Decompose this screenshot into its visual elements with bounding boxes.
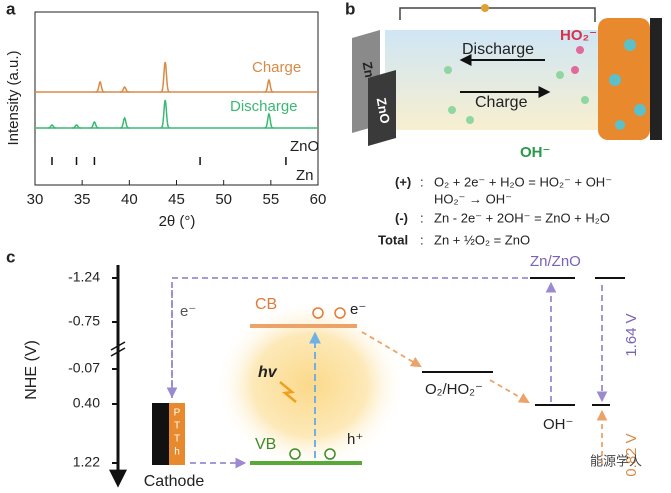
level-label: 0.40 <box>73 395 100 411</box>
cathode-label: Cathode <box>144 473 205 490</box>
diffraction-peak <box>89 121 99 129</box>
equation-sign: (+) <box>395 174 411 189</box>
diffraction-peak <box>120 86 130 93</box>
voltage-label: 1.64 V <box>623 313 640 356</box>
electrode-label: Zn <box>360 61 378 79</box>
equation: O₂ + 2e⁻ + H₂O = HO₂⁻ + OH⁻ <box>434 174 612 189</box>
oh-label: OH⁻ <box>543 416 573 433</box>
cathode-fibres <box>598 18 650 140</box>
diffraction-peak <box>160 99 170 129</box>
x-tick-label: 45 <box>168 191 185 208</box>
x-tick-label: 40 <box>121 191 138 208</box>
diffraction-peak <box>120 116 130 129</box>
battery-diagram: Zn ZnO Discharge Charge HO₂⁻ OH⁻ (+) : O… <box>352 4 662 247</box>
ptth-letter: T <box>174 421 180 432</box>
species-label: HO₂⁻ <box>560 27 597 44</box>
panel-label: c <box>6 247 15 266</box>
x-tick-label: 60 <box>310 191 327 208</box>
ptth-letter: T <box>174 434 180 445</box>
lightning <box>279 381 297 403</box>
zno-plate <box>368 70 396 146</box>
separator: : <box>420 210 424 225</box>
photon-label: hv <box>258 364 278 381</box>
hole-label: h⁺ <box>347 431 363 448</box>
cathode-substrate <box>152 403 169 465</box>
reference-label: ZnO <box>290 138 319 155</box>
o2-label: O₂/HO₂⁻ <box>425 381 483 398</box>
x-axis-label: 2θ (°) <box>159 213 196 230</box>
arrow-label: Charge <box>475 94 528 111</box>
current-collector <box>650 18 662 140</box>
x-tick-label: 35 <box>74 191 91 208</box>
bulb <box>481 4 489 12</box>
y-axis-label: Intensity (a.u.) <box>5 50 22 145</box>
level-label: -0.07 <box>68 360 100 376</box>
series-label: Charge <box>252 59 301 76</box>
axis-label: NHE (V) <box>23 340 40 400</box>
equation-sign: (-) <box>395 210 408 225</box>
light-glow <box>215 300 405 470</box>
zn-label: Zn/ZnO <box>530 253 581 270</box>
electron-label: e⁻ <box>180 303 196 320</box>
equation: HO₂⁻ → OH⁻ <box>434 191 512 206</box>
axis-break <box>110 341 126 357</box>
x-tick-label: 50 <box>215 191 232 208</box>
voltage-label: 0.82 V <box>623 433 640 476</box>
x-tick-label: 30 <box>27 191 44 208</box>
reduction-arrow <box>489 379 530 404</box>
reference-label: Zn <box>296 167 314 184</box>
diffraction-peak <box>264 112 274 129</box>
arrow-label: Discharge <box>462 41 534 58</box>
level-label: -1.24 <box>68 269 100 285</box>
energy-diagram: NHE (V) P T T h Cathode e⁻ CB VB e⁻ h⁺ h… <box>23 253 642 490</box>
ptth-letter: P <box>174 408 181 419</box>
watermark: 能源学人 <box>590 453 642 468</box>
xrd-panel: Intensity (a.u.) 2θ (°) Charge Discharge… <box>5 11 327 230</box>
cb-label: CB <box>255 296 277 313</box>
circuit-wire <box>399 7 596 22</box>
diffraction-peak <box>264 78 274 93</box>
equation: Zn + ½O₂ = ZnO <box>434 232 530 247</box>
electrode-label: ZnO <box>374 97 393 125</box>
ptth-layer <box>169 403 185 465</box>
equation-sign: Total <box>378 232 408 247</box>
reduction-arrow <box>361 331 422 368</box>
panel-label: a <box>6 0 16 18</box>
series-label: Discharge <box>230 98 298 115</box>
diffraction-peak <box>47 124 57 129</box>
equation: Zn - 2e⁻ + 2OH⁻ = ZnO + H₂O <box>434 210 610 225</box>
x-tick-label: 55 <box>262 191 279 208</box>
electrolyte <box>385 30 600 130</box>
diffraction-peak <box>71 124 82 129</box>
panel-label: b <box>345 0 355 18</box>
level-label: 1.22 <box>73 454 100 470</box>
level-label: -0.75 <box>68 313 100 329</box>
separator: : <box>420 232 424 247</box>
vb-label: VB <box>255 436 276 453</box>
diffraction-peak <box>160 61 170 93</box>
diffraction-peak <box>95 80 105 93</box>
electron-label: e⁻ <box>350 301 366 318</box>
species-label: OH⁻ <box>520 144 550 161</box>
separator: : <box>420 174 424 189</box>
electron-path <box>171 277 530 398</box>
ptth-letter: h <box>174 447 180 458</box>
